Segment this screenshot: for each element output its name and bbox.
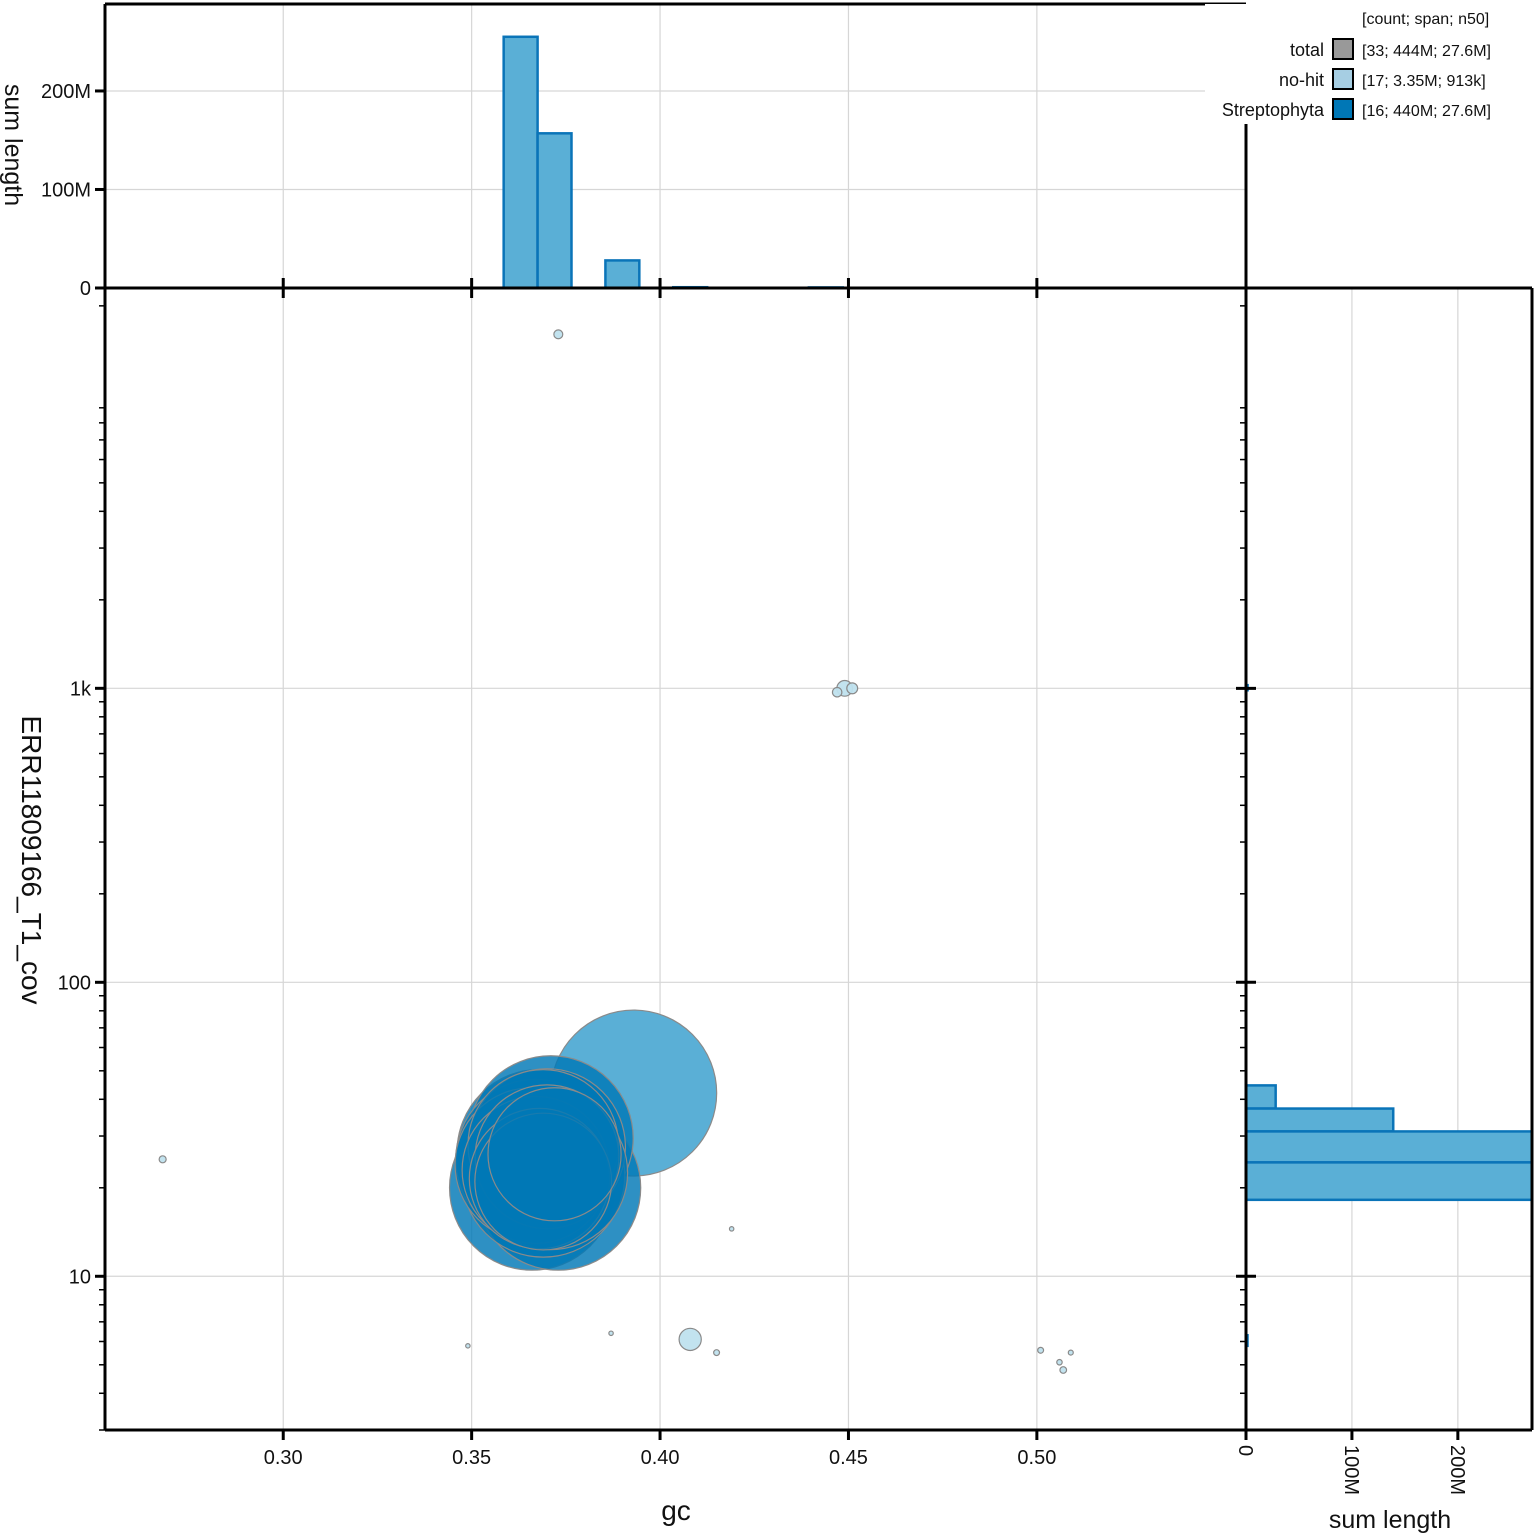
no-hit-point <box>713 1349 721 1357</box>
legend-stats: [17; 3.35M; 913k] <box>1362 73 1486 90</box>
no-hit-point <box>678 1327 702 1352</box>
right-x-tick-label: 0 <box>1234 1445 1256 1456</box>
right-x-tick-label: 100M <box>1340 1445 1362 1495</box>
legend-stats: [33; 444M; 27.6M] <box>1362 43 1491 60</box>
right-histogram-bar <box>1246 1084 1277 1110</box>
top-histogram-bar <box>536 132 573 290</box>
top-y-tick-label: 200M <box>41 81 91 103</box>
top-histogram-bar <box>604 259 641 290</box>
legend-swatch <box>1332 68 1354 90</box>
no-hit-point <box>158 1155 167 1164</box>
x-tick-label: 0.30 <box>264 1447 303 1469</box>
main-grid <box>105 288 1246 1430</box>
no-hit-point <box>1056 1358 1063 1366</box>
right-histogram-bar <box>1246 1161 1532 1202</box>
top-histogram-y-title: sum length <box>0 84 27 206</box>
legend-background <box>1205 4 1531 124</box>
axis-ticks: 0.30 0.35 0.40 0.45 0.50 10 100 1k 0 100M 200M 0 100… <box>41 81 1468 1495</box>
right-histogram-bar <box>1246 1107 1395 1133</box>
x-axis-title: gc <box>661 1495 691 1526</box>
no-hit-point <box>831 686 843 698</box>
top-histogram-bar <box>502 35 539 290</box>
x-tick-label: 0.35 <box>452 1447 491 1469</box>
no-hit-point <box>465 1343 471 1349</box>
legend-label: Streptophyta <box>1222 100 1325 120</box>
no-hit-point <box>728 1226 735 1232</box>
legend-header: [count; span; n50] <box>1362 11 1489 28</box>
legend: [count; span; n50] total [33; 444M; 27.6M… <box>1205 4 1531 124</box>
right-histogram-bar <box>1246 1130 1532 1164</box>
x-tick-label: 0.45 <box>829 1447 868 1469</box>
x-tick-label: 0.50 <box>1017 1447 1056 1469</box>
y-tick-label: 10 <box>69 1266 91 1288</box>
right-x-tick-label: 200M <box>1446 1445 1468 1495</box>
scatter-points <box>158 329 1074 1374</box>
points-group <box>158 329 1074 1374</box>
legend-swatch <box>1332 38 1354 60</box>
x-tick-label: 0.40 <box>641 1447 680 1469</box>
right-histogram <box>1246 683 1532 1348</box>
streptophyta-point <box>487 1087 622 1222</box>
no-hit-point <box>846 682 859 695</box>
y-tick-label: 100 <box>58 972 91 994</box>
no-hit-point <box>1067 1349 1074 1356</box>
right-histogram-bars <box>1246 683 1532 1348</box>
right-histogram-x-title: sum length <box>1329 1506 1451 1534</box>
top-y-tick-label: 100M <box>41 179 91 201</box>
legend-label: total <box>1290 40 1324 60</box>
no-hit-point <box>608 1330 614 1337</box>
legend-label: no-hit <box>1279 70 1324 90</box>
y-axis-title: ERR11809166_T1_cov <box>16 715 47 1004</box>
legend-stats: [16; 440M; 27.6M] <box>1362 103 1491 120</box>
y-tick-label: 1k <box>70 678 92 700</box>
legend-swatch <box>1332 98 1354 120</box>
no-hit-point <box>553 329 564 340</box>
top-y-tick-label: 0 <box>80 278 91 300</box>
no-hit-point <box>1059 1366 1068 1374</box>
no-hit-point <box>1037 1346 1045 1354</box>
